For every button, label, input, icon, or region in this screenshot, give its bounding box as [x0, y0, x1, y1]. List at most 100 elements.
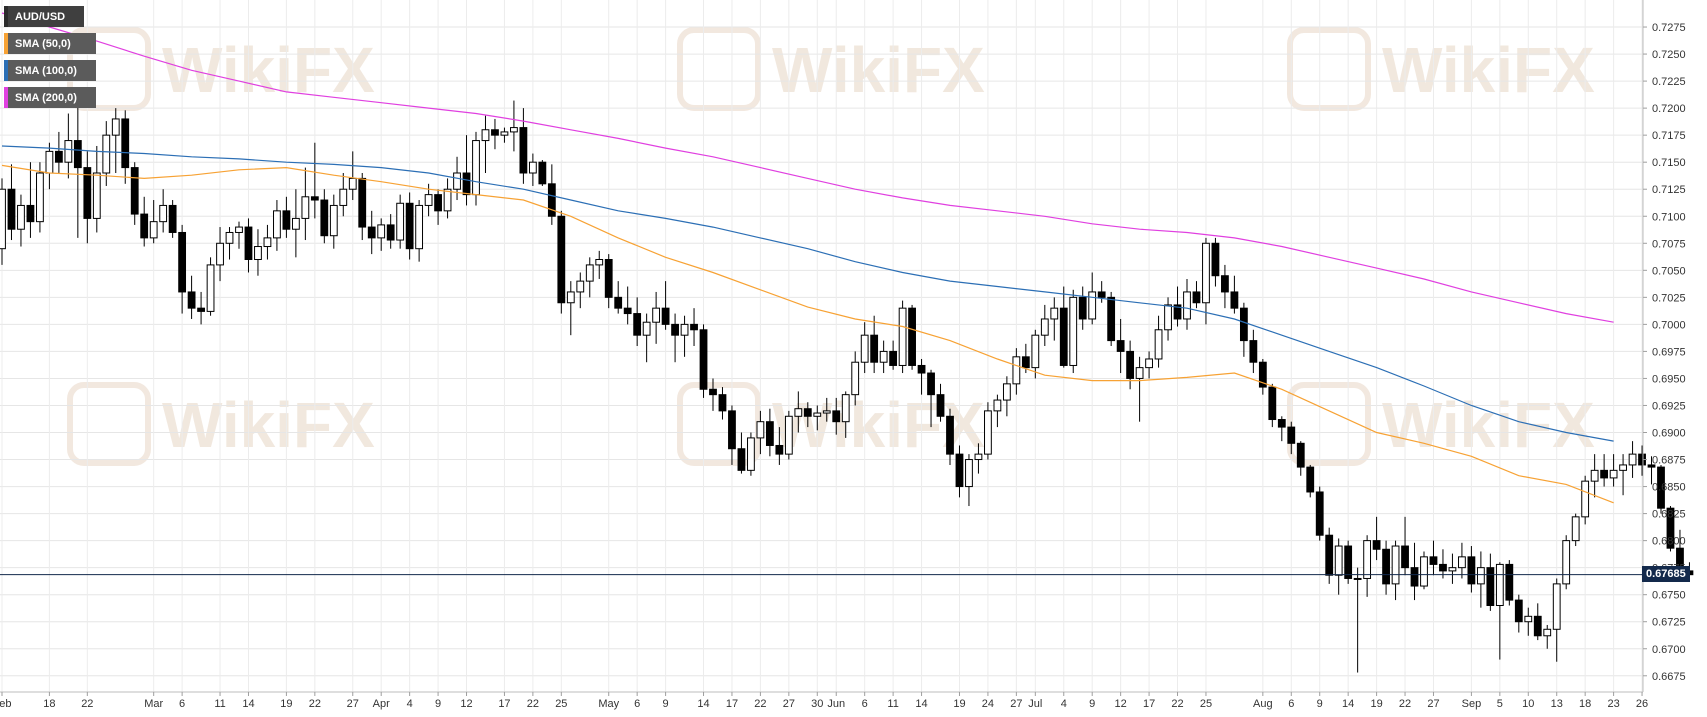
- candle-body-down: [1325, 534, 1334, 576]
- time-tick-label: 22: [1171, 698, 1183, 710]
- price-tick-label: 0.6725: [1652, 617, 1686, 629]
- candle-body-up: [1031, 334, 1040, 369]
- candle-body-up: [510, 127, 518, 133]
- candle: [510, 100, 518, 152]
- candle: [0, 178, 6, 265]
- candle-body-down: [1277, 419, 1286, 428]
- candle: [1202, 237, 1210, 325]
- watermark-text: WikiFX: [162, 34, 375, 106]
- candle-body-down: [1221, 275, 1229, 293]
- candle-body-up: [1334, 545, 1343, 576]
- time-tick-label: 14: [915, 698, 927, 710]
- candle: [718, 387, 727, 420]
- candle-body-up: [652, 307, 661, 323]
- candle-body-up: [159, 204, 168, 223]
- candle: [566, 281, 575, 336]
- candle: [1562, 535, 1571, 590]
- candle-body-down: [936, 394, 945, 417]
- candle: [1050, 297, 1059, 341]
- legend-sma50[interactable]: SMA (50,0): [4, 33, 96, 54]
- candle: [1315, 486, 1324, 541]
- candle: [1495, 562, 1504, 660]
- candle: [1211, 237, 1220, 287]
- price-tick-label: 0.6950: [1652, 373, 1686, 385]
- candle-body-down: [908, 307, 916, 366]
- candle-body-down: [1486, 567, 1495, 606]
- candle: [898, 300, 907, 374]
- candle-body-down: [187, 291, 196, 309]
- candle: [1334, 538, 1343, 595]
- candle: [1031, 329, 1040, 379]
- time-tick-label: 17: [726, 698, 738, 710]
- candle: [765, 408, 774, 457]
- candle-body-up: [1050, 307, 1059, 320]
- price-tick-label: 0.7000: [1652, 319, 1686, 331]
- candle-body-up: [500, 131, 509, 136]
- time-tick-label: 27: [1427, 698, 1439, 710]
- legend-sma100[interactable]: SMA (100,0): [4, 60, 96, 81]
- legend-symbol[interactable]: AUD/USD: [4, 6, 84, 27]
- time-tick-label: 17: [1143, 698, 1155, 710]
- candle-body-down: [73, 140, 82, 169]
- legend-sma200[interactable]: SMA (200,0): [4, 87, 96, 108]
- candle: [1154, 315, 1163, 368]
- candle-body-up: [216, 242, 224, 266]
- candle: [92, 145, 101, 233]
- candle: [1571, 513, 1580, 547]
- candle: [936, 383, 945, 422]
- candle: [1002, 376, 1011, 417]
- candle: [17, 194, 25, 247]
- candle: [273, 200, 281, 251]
- price-tick-label: 0.6925: [1652, 400, 1686, 412]
- candle: [491, 118, 499, 150]
- candle: [434, 189, 442, 225]
- candle: [661, 281, 670, 330]
- candle: [889, 340, 898, 370]
- candle-body-up: [642, 321, 651, 336]
- candle-body-up: [1543, 628, 1552, 637]
- candle: [1164, 297, 1172, 341]
- candle: [946, 408, 954, 465]
- price-tick-label: 0.7100: [1652, 211, 1686, 223]
- candle: [1609, 454, 1618, 487]
- candle: [794, 391, 803, 433]
- candle: [870, 315, 879, 374]
- candle-body-down: [168, 204, 177, 233]
- price-tick-label: 0.7225: [1652, 76, 1686, 88]
- candle-body-down: [728, 410, 736, 450]
- candle-body-down: [737, 448, 746, 471]
- legend-sma50-label: SMA (50,0): [15, 37, 71, 50]
- time-tick-label: 4: [407, 698, 413, 710]
- candle: [1135, 356, 1144, 422]
- candle: [832, 397, 841, 435]
- candle: [216, 227, 224, 282]
- candle-body-up: [1609, 469, 1618, 479]
- candle: [1353, 567, 1362, 673]
- candle-body-down: [1467, 556, 1476, 585]
- candle-body-up: [1040, 318, 1049, 336]
- time-tick-label: 19: [280, 698, 292, 710]
- candle-body-up: [747, 437, 755, 471]
- candle: [1221, 264, 1229, 309]
- candle: [576, 272, 585, 309]
- candle-body-down: [1657, 466, 1665, 509]
- candle-body-down: [870, 334, 879, 363]
- candle-body-down: [718, 394, 727, 412]
- legend-swatch-symbol: [4, 6, 8, 27]
- candle-body-down: [367, 226, 376, 239]
- candle: [908, 304, 916, 370]
- time-tick-label: 14: [697, 698, 709, 710]
- candle-body-up: [377, 224, 386, 239]
- candle-body-up: [481, 129, 490, 142]
- candle: [974, 443, 983, 474]
- time-tick-label: 23: [1607, 698, 1619, 710]
- candle-body-down: [765, 421, 774, 446]
- candle-body-up: [576, 280, 585, 293]
- candle-body-down: [1410, 567, 1419, 587]
- candle-body-down: [671, 323, 679, 336]
- candle-body-down: [775, 444, 784, 455]
- candle: [993, 394, 1002, 428]
- candle-body-down: [1514, 599, 1523, 623]
- candle-body-up: [254, 246, 262, 260]
